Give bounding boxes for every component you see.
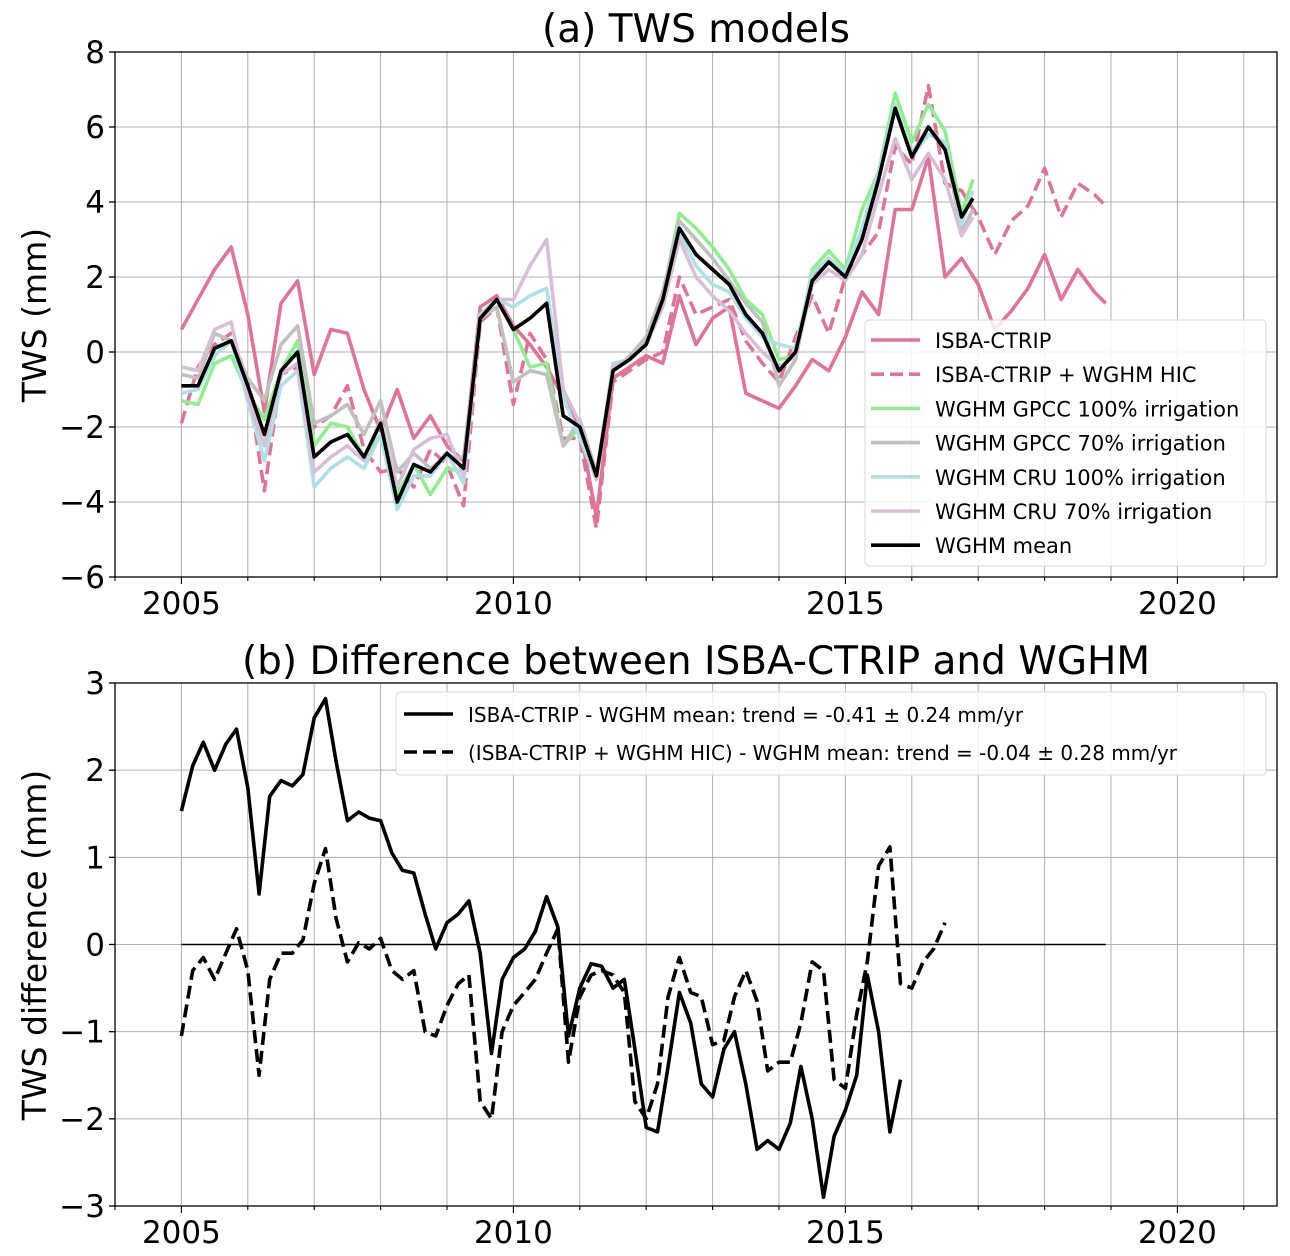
legend-label: ISBA-CTRIP - WGHM mean: trend = -0.41 ± … <box>468 703 1024 727</box>
series-line-isba-ctrip-wghm-hic-wghm-mean-trend-0-04-0-28-mm <box>179 845 947 1121</box>
legend-box <box>864 319 1267 567</box>
xtick-label: 2010 <box>474 586 553 622</box>
legend-label: WGHM CRU 100% irrigation <box>935 466 1226 490</box>
xtick-label: 2020 <box>1138 1215 1217 1251</box>
ytick-label: 8 <box>85 35 105 71</box>
panel-b-legend: ISBA-CTRIP - WGHM mean: trend = -0.41 ± … <box>395 691 1267 776</box>
xtick-label: 2015 <box>806 586 885 622</box>
series-line-isba-ctrip <box>179 155 1107 519</box>
ytick-label: −1 <box>59 1015 105 1051</box>
ytick-label: 4 <box>85 185 105 221</box>
series-line-isba-ctrip-wghm-mean-trend-0-41-0-24-mm-yr <box>179 696 903 1200</box>
panel-b-xticks: 2005 2010 2015 2020 <box>114 1206 1245 1251</box>
ytick-label: 1 <box>85 840 105 876</box>
panel-a-frame <box>114 51 1278 578</box>
ytick-label: 0 <box>85 335 105 371</box>
panel-a-yticks: −6 −4 −2 0 2 4 6 8 <box>59 35 115 596</box>
legend-box <box>395 691 1267 776</box>
panel-a-xticks: 2005 2010 2015 2020 <box>114 577 1245 622</box>
ytick-label: −6 <box>59 560 105 596</box>
ytick-label: −2 <box>59 410 105 446</box>
ytick-label: −3 <box>59 1189 105 1225</box>
legend-label: WGHM GPCC 70% irrigation <box>935 432 1226 456</box>
xtick-label: 2005 <box>142 586 221 622</box>
xtick-label: 2005 <box>142 1215 221 1251</box>
xtick-label: 2010 <box>474 1215 553 1251</box>
ytick-label: 2 <box>85 260 105 296</box>
panel-b: (b) Difference between ISBA-CTRIP and WG… <box>15 639 1278 1251</box>
ytick-label: −2 <box>59 1102 105 1138</box>
panel-b-title: (b) Difference between ISBA-CTRIP and WG… <box>242 639 1150 684</box>
panel-a-title: (a) TWS models <box>542 7 850 52</box>
legend-label: WGHM mean <box>935 534 1072 558</box>
panel-a-ylabel: TWS (mm) <box>15 228 54 403</box>
xtick-label: 2020 <box>1138 586 1217 622</box>
panel-b-ylabel: TWS difference (mm) <box>15 770 54 1121</box>
legend-label: WGHM GPCC 100% irrigation <box>935 397 1239 421</box>
legend-label: ISBA-CTRIP + WGHM HIC <box>935 363 1197 387</box>
ytick-label: 2 <box>85 753 105 789</box>
panel-b-series <box>179 696 947 1200</box>
legend-label: (ISBA-CTRIP + WGHM HIC) - WGHM mean: tre… <box>468 741 1178 765</box>
ytick-label: 3 <box>85 666 105 702</box>
panel-a-legend: ISBA-CTRIP ISBA-CTRIP + WGHM HIC WGHM GPCC… <box>864 319 1267 567</box>
panel-a-series <box>179 84 1107 531</box>
series-line-wghm-cru-70-irrigation <box>180 136 975 489</box>
ytick-label: 6 <box>85 110 105 146</box>
ytick-label: 0 <box>85 928 105 964</box>
ytick-label: −4 <box>59 485 105 521</box>
series-line-isba-ctrip-wghm-hic <box>179 84 1107 531</box>
xtick-label: 2015 <box>806 1215 885 1251</box>
panel-b-yticks: −3 −2 −1 0 1 2 3 <box>59 666 115 1225</box>
panel-a: (a) TWS models TWS (mm) −6 −4 −2 0 2 4 6 8 2005… <box>15 7 1278 622</box>
series-line-wghm-mean <box>181 106 975 504</box>
legend-label: WGHM CRU 70% irrigation <box>935 500 1212 524</box>
legend-label: ISBA-CTRIP <box>935 329 1051 353</box>
